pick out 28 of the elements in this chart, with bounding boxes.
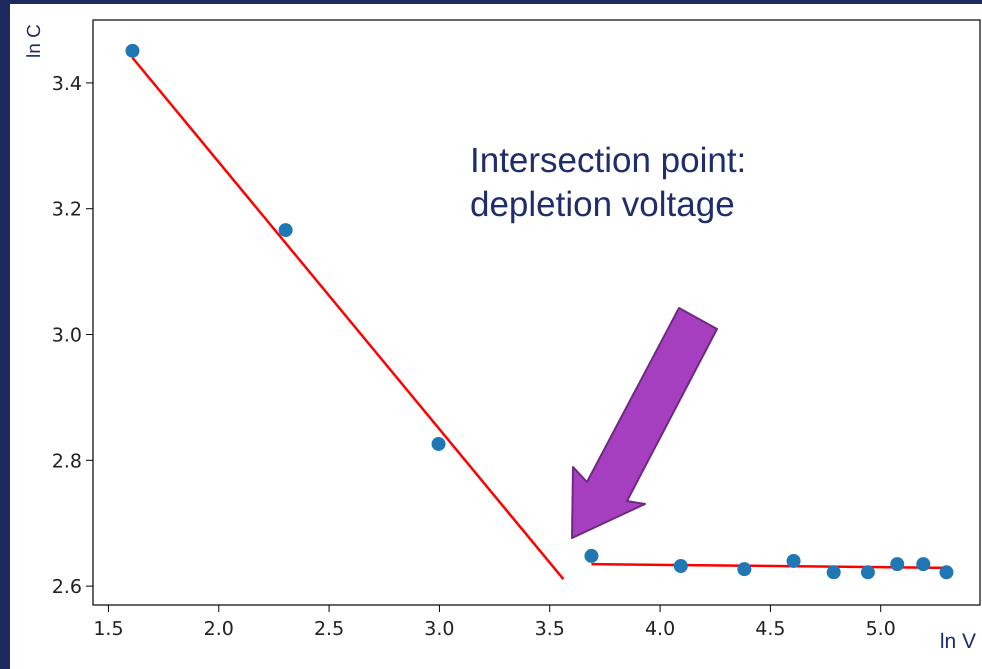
x-tick-label: 3.0 xyxy=(424,618,455,640)
point xyxy=(939,565,954,580)
y-tick-label: 3.4 xyxy=(52,72,82,95)
point xyxy=(737,562,752,576)
y-tick-label: 2.6 xyxy=(52,576,82,598)
x-tick-label: 4.0 xyxy=(644,618,676,640)
x-tick-label: 2.0 xyxy=(204,618,234,640)
x-tick-label: 2.5 xyxy=(314,618,344,640)
point xyxy=(432,436,446,451)
x-axis-title: ln V xyxy=(940,630,976,653)
x-tick-label: 4.5 xyxy=(755,618,786,640)
y-axis-title: ln C xyxy=(24,24,45,58)
point xyxy=(278,223,293,238)
point xyxy=(584,548,598,563)
point xyxy=(916,557,930,572)
y-tick-label: 3.2 xyxy=(52,198,82,221)
annotation: Intersection point: depletion voltage xyxy=(470,141,746,224)
y-tick-label: 2.8 xyxy=(52,450,82,472)
point xyxy=(890,557,904,572)
point xyxy=(674,559,688,573)
point xyxy=(125,44,140,58)
x-tick-label: 5.0 xyxy=(866,618,896,640)
x-tick-label: 3.5 xyxy=(534,618,565,640)
point xyxy=(860,565,875,580)
point xyxy=(826,565,841,580)
x-tick-label: 1.5 xyxy=(93,618,124,640)
point xyxy=(786,554,801,568)
y-tick-label: 3.0 xyxy=(52,324,82,347)
